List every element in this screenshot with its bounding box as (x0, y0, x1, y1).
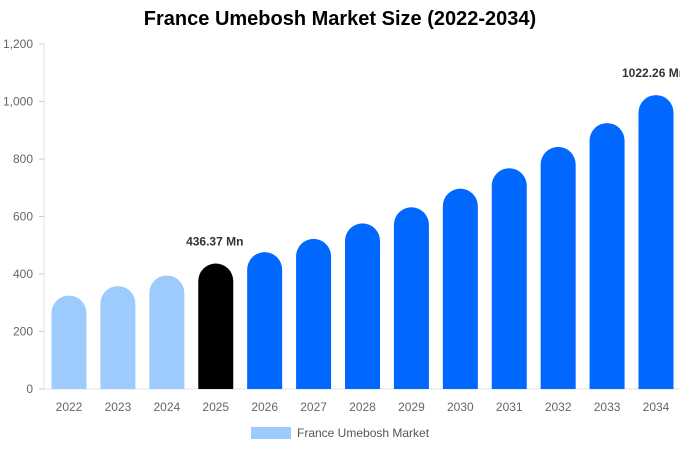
bar-2027[interactable] (296, 238, 332, 389)
y-tick-label: 200 (13, 325, 33, 339)
x-tick-label: 2032 (545, 400, 572, 414)
bar-2031[interactable] (491, 168, 527, 389)
x-tick-label: 2029 (398, 400, 425, 414)
y-tick-label: 400 (13, 267, 33, 281)
bar-2029[interactable] (393, 207, 429, 389)
data-label-2034: 1022.26 Mn (622, 66, 680, 80)
bar-2034[interactable] (638, 95, 674, 389)
bar-2033[interactable] (589, 123, 625, 389)
x-tick-label: 2027 (300, 400, 327, 414)
x-tick-label: 2030 (447, 400, 474, 414)
bars (51, 95, 674, 389)
x-tick-label: 2023 (105, 400, 132, 414)
y-tick-label: 800 (13, 152, 33, 166)
bar-2032[interactable] (540, 146, 576, 389)
y-axis: 0 200 400 600 800 1,000 1,200 (3, 37, 45, 396)
data-label-2025: 436.37 Mn (186, 235, 243, 249)
legend-swatch (251, 427, 291, 439)
bar-2022[interactable] (51, 295, 87, 389)
bar-2023[interactable] (100, 286, 136, 389)
y-tick-label: 0 (26, 382, 33, 396)
legend[interactable]: France Umebosh Market (251, 425, 429, 441)
chart-title: France Umebosh Market Size (2022-2034) (143, 8, 537, 30)
x-tick-label: 2033 (594, 400, 621, 414)
x-axis: 2022 2023 2024 2025 2026 2027 2028 2029 2030 2031… (44, 388, 680, 414)
bar-2024[interactable] (149, 275, 185, 389)
data-labels: 436.37 Mn 1022.26 Mn (186, 66, 680, 248)
x-tick-label: 2026 (251, 400, 278, 414)
x-tick-label: 2028 (349, 400, 376, 414)
bar-2030[interactable] (442, 188, 478, 389)
x-tick-label: 2025 (202, 400, 229, 414)
legend-label: France Umebosh Market (297, 426, 430, 440)
x-tick-label: 2031 (496, 400, 523, 414)
x-tick-label: 2024 (153, 400, 180, 414)
bar-2025[interactable] (198, 263, 234, 389)
bar-2028[interactable] (345, 223, 380, 389)
y-tick-label: 600 (13, 210, 33, 224)
bar-2026[interactable] (247, 252, 283, 389)
y-tick-label: 1,200 (3, 37, 33, 51)
y-tick-label: 1,000 (3, 95, 33, 109)
x-tick-label: 2022 (56, 400, 83, 414)
x-tick-label: 2034 (643, 400, 670, 414)
